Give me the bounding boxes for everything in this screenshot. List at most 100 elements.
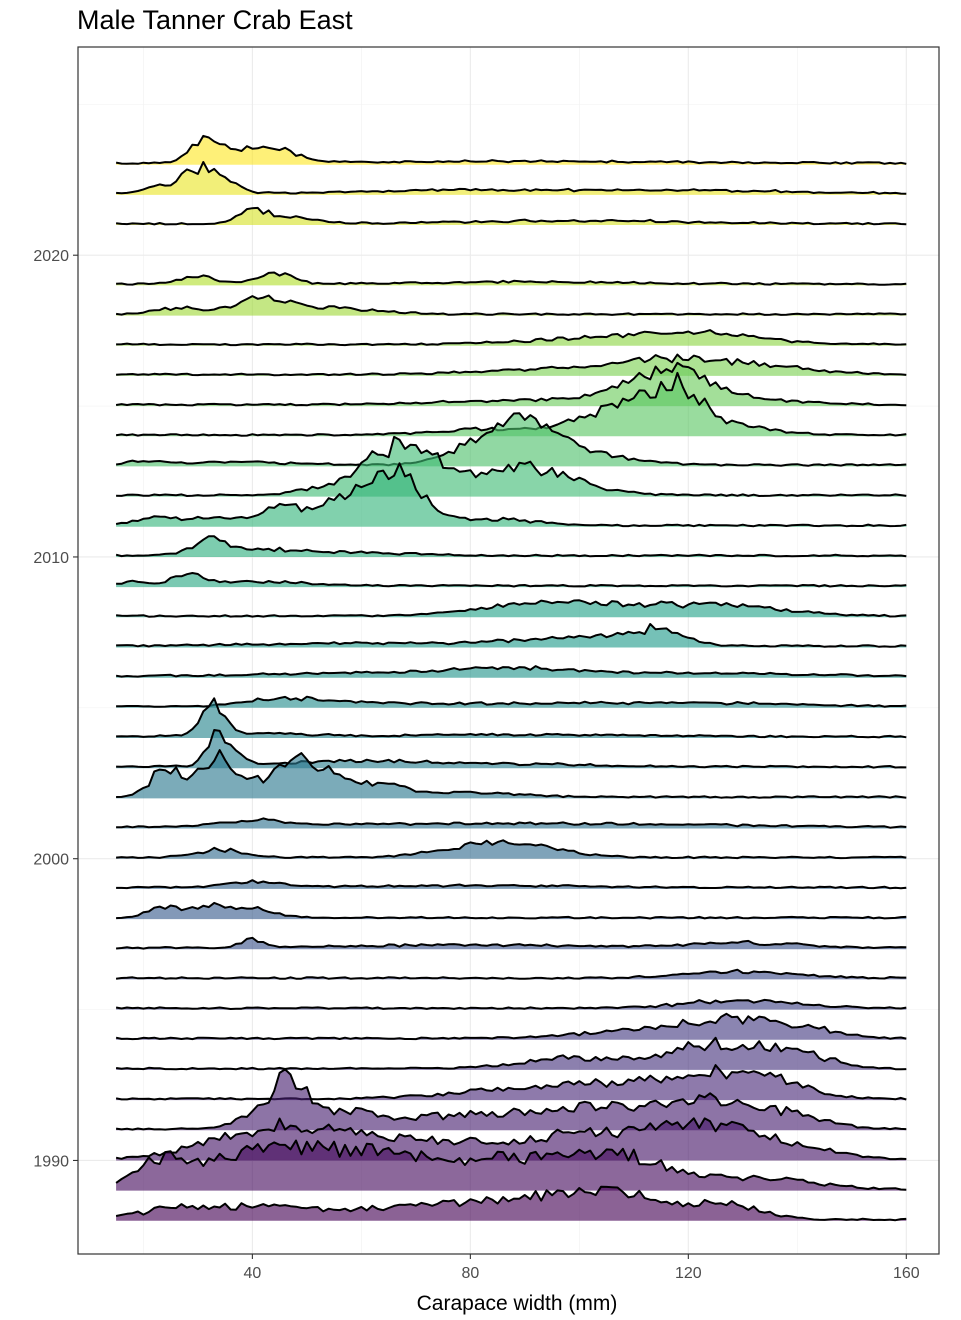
- ridge-fill-2015: [116, 362, 907, 407]
- ridge-line-2001: [116, 817, 907, 829]
- y-tick-label: 2000: [33, 852, 69, 869]
- ridge-1989: [115, 1139, 907, 1191]
- ridge-line-2012: [116, 435, 907, 497]
- ridge-line-2007: [116, 623, 907, 648]
- ridge-fill-1988: [116, 1186, 907, 1221]
- ridge-line-2017: [116, 329, 907, 347]
- ridge-2017: [116, 329, 907, 347]
- ridge-2012: [116, 435, 907, 497]
- ridge-fill-2001: [116, 818, 907, 829]
- x-tick-label: 40: [243, 1265, 261, 1282]
- ridge-line-2003: [116, 729, 907, 769]
- ridge-fill-2017: [116, 330, 907, 346]
- y-axis: 1990 2000 2010 2020: [33, 248, 78, 1170]
- ridge-fill-2003: [116, 730, 907, 769]
- ridge-fill-2022: [116, 162, 907, 195]
- ridge-2007: [116, 623, 907, 648]
- y-tick-label: 2010: [33, 550, 69, 567]
- ridge-fill-1994: [116, 1013, 907, 1040]
- ridge-1992: [115, 1064, 907, 1101]
- ridge-1996: [115, 968, 907, 980]
- x-tick-label: 80: [461, 1265, 479, 1282]
- ridge-2010: [115, 535, 907, 558]
- ridge-2018: [115, 294, 907, 316]
- ridge-1994: [115, 1012, 907, 1041]
- ridge-line-1997: [116, 936, 907, 950]
- ridge-line-2009: [116, 572, 907, 588]
- ridge-1999: [116, 879, 907, 890]
- ridges: [115, 134, 907, 1222]
- ridge-line-1993: [115, 1036, 907, 1071]
- ridge-fill-1991: [116, 1069, 907, 1131]
- ridge-1991: [115, 1068, 907, 1131]
- ridge-line-1995: [115, 998, 907, 1010]
- ridge-line-1992: [115, 1064, 907, 1101]
- ridge-2000: [116, 839, 907, 860]
- ridge-fill-1998: [116, 902, 907, 920]
- ridge-fill-2014: [116, 372, 907, 437]
- grid-lines: [78, 47, 939, 1254]
- ridge-fill-2011: [116, 463, 907, 527]
- ridge-line-2000: [116, 839, 907, 860]
- ridge-fill-2004: [116, 698, 907, 738]
- ridge-1998: [116, 901, 907, 920]
- ridge-fill-2008: [116, 600, 907, 618]
- ridge-line-2005: [116, 695, 907, 708]
- ridge-line-1990: [115, 1117, 907, 1161]
- ridge-2023: [115, 134, 907, 165]
- ridge-line-2019: [116, 271, 907, 286]
- ridge-2022: [116, 161, 907, 195]
- ridge-2005: [116, 695, 907, 708]
- ridge-line-2006: [115, 665, 907, 678]
- ridge-line-2021: [115, 206, 907, 226]
- ridge-2013: [115, 412, 907, 467]
- ridge-line-2022: [116, 161, 907, 195]
- ridge-1995: [115, 998, 907, 1010]
- ridge-fill-2018: [116, 295, 907, 316]
- ridge-line-2010: [115, 535, 907, 558]
- ridge-fill-2006: [116, 666, 907, 678]
- ridge-fill-2007: [116, 624, 907, 648]
- ridge-fill-2023: [116, 135, 907, 165]
- ridge-line-2011: [115, 462, 907, 528]
- ridge-2001: [116, 817, 907, 829]
- ridge-2016: [116, 353, 907, 377]
- x-tick-label: 120: [675, 1265, 702, 1282]
- ridge-line-1989: [115, 1139, 907, 1191]
- ridge-line-1988: [115, 1185, 907, 1222]
- ridge-fill-2016: [116, 354, 907, 376]
- ridge-2002: [116, 749, 907, 799]
- ridge-fill-1992: [116, 1065, 907, 1101]
- ridge-fill-1997: [116, 937, 907, 950]
- ridge-fill-2013: [116, 413, 907, 467]
- ridge-2019: [116, 271, 907, 286]
- ridge-line-1996: [115, 968, 907, 980]
- ridge-line-2016: [116, 353, 907, 377]
- ridge-fill-1989: [116, 1140, 907, 1191]
- x-axis: 40 80 120 160: [243, 1254, 920, 1282]
- ridge-fill-1995: [116, 999, 907, 1010]
- ridge-fill-2012: [116, 436, 907, 497]
- ridge-line-1994: [115, 1012, 907, 1041]
- x-axis-label: Carapace width (mm): [417, 1292, 618, 1315]
- ridge-fill-2000: [116, 840, 907, 859]
- ridge-1993: [115, 1036, 907, 1071]
- ridge-line-2002: [116, 749, 907, 799]
- ridge-1988: [115, 1185, 907, 1222]
- panel-border: [77, 46, 940, 1255]
- ridge-fill-2002: [116, 750, 907, 799]
- ridge-2021: [115, 206, 907, 226]
- ridge-line-2013: [115, 412, 907, 467]
- ridge-line-2018: [115, 294, 907, 316]
- ridge-2006: [115, 665, 907, 678]
- chart-title: Male Tanner Crab East: [77, 5, 353, 35]
- ridge-fill-2019: [116, 272, 907, 286]
- ridge-2008: [116, 599, 907, 618]
- ridge-2015: [115, 361, 907, 407]
- ridge-1997: [116, 936, 907, 950]
- ridge-2003: [116, 729, 907, 769]
- ridge-line-2004: [116, 697, 907, 739]
- y-tick-label: 2020: [33, 248, 69, 265]
- ridge-2004: [116, 697, 907, 739]
